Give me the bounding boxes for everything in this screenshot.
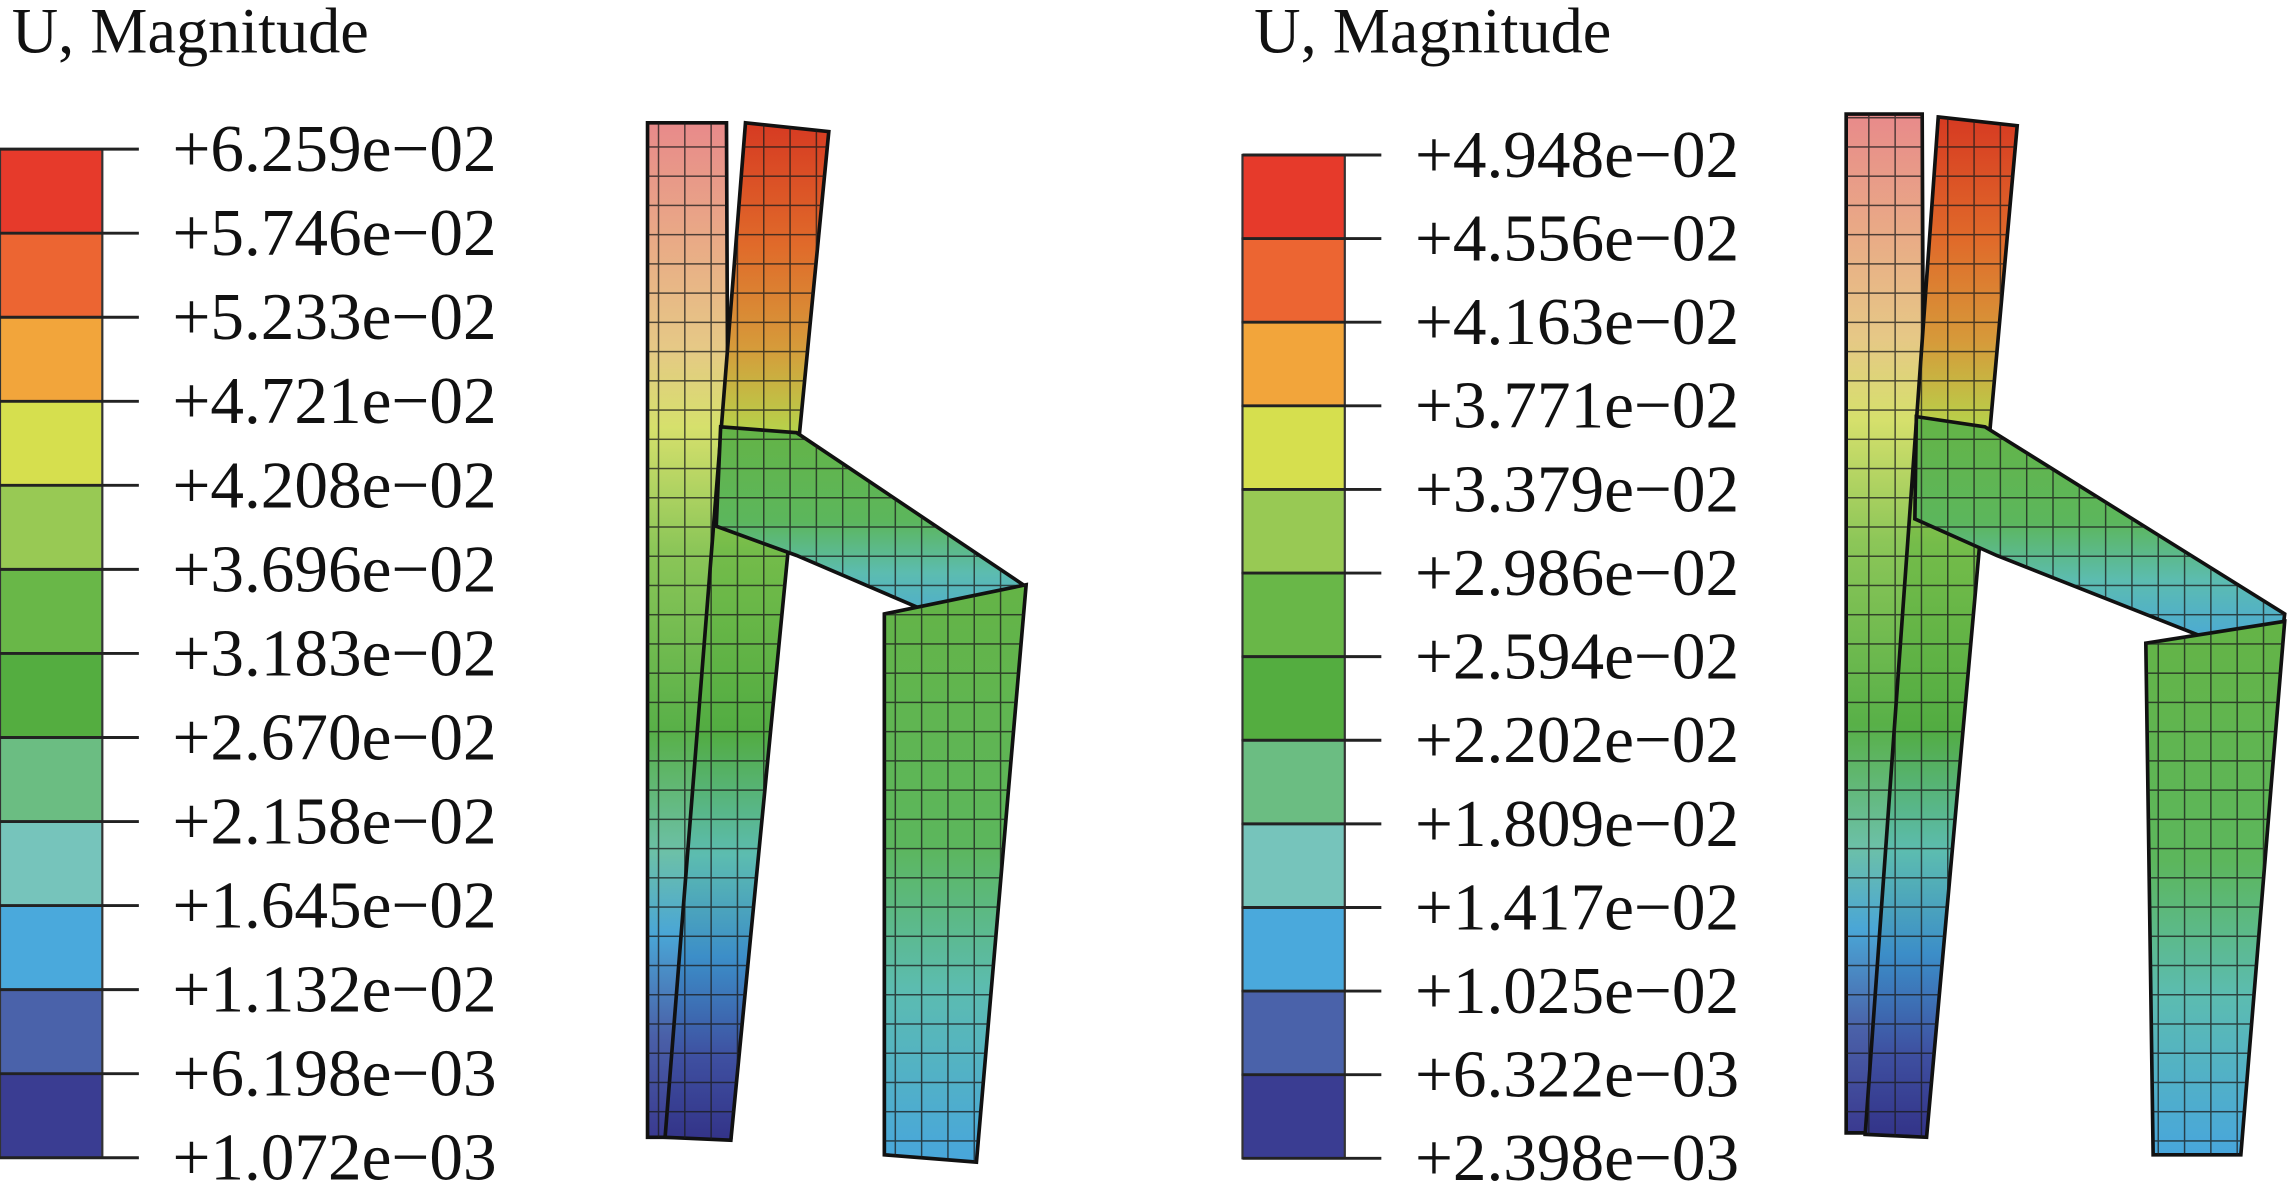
legend-band bbox=[1241, 1073, 1346, 1160]
legend-label: +5.233e−02 bbox=[172, 279, 496, 354]
legend-band bbox=[0, 736, 104, 823]
legend-band bbox=[0, 232, 104, 319]
legend-band bbox=[0, 820, 104, 907]
legend-label: +2.594e−02 bbox=[1415, 619, 1739, 694]
legend-label: +2.202e−02 bbox=[1415, 702, 1739, 777]
legend-band bbox=[1241, 571, 1346, 658]
legend-label: +2.158e−02 bbox=[172, 783, 496, 858]
legend-band bbox=[1241, 655, 1346, 742]
legend-label: +2.398e−03 bbox=[1415, 1120, 1739, 1187]
legend-band bbox=[1241, 906, 1346, 993]
legend-band bbox=[1241, 321, 1346, 407]
legend-band bbox=[0, 652, 104, 739]
legend-band bbox=[0, 484, 104, 571]
legend-label: +3.696e−02 bbox=[172, 531, 496, 606]
legend-band bbox=[1241, 989, 1346, 1076]
legend-label: +6.259e−02 bbox=[172, 111, 496, 186]
legend-label: +2.986e−02 bbox=[1415, 535, 1739, 610]
legend-label: +1.809e−02 bbox=[1415, 786, 1739, 861]
legend-label: +1.645e−02 bbox=[172, 868, 496, 943]
legend-band bbox=[1241, 739, 1346, 825]
legend-label: +4.163e−02 bbox=[1415, 284, 1739, 359]
legend-label: +1.417e−02 bbox=[1415, 869, 1739, 944]
legend-title: U, Magnitude bbox=[12, 0, 369, 67]
mesh-lines bbox=[2145, 621, 2285, 1155]
legend-band bbox=[1241, 822, 1346, 909]
mesh-lines bbox=[1914, 416, 2285, 651]
legend-label: +4.208e−02 bbox=[172, 447, 496, 522]
legend-label: +1.132e−02 bbox=[172, 952, 496, 1027]
mesh-lines bbox=[1865, 116, 2018, 1138]
legend-band bbox=[1241, 237, 1346, 324]
legend-label: +5.746e−02 bbox=[172, 195, 496, 270]
legend-title: U, Magnitude bbox=[1254, 0, 1611, 67]
legend-label: +3.771e−02 bbox=[1415, 368, 1739, 443]
mesh-lines bbox=[665, 122, 829, 1141]
legend-label: +3.379e−02 bbox=[1415, 451, 1739, 526]
legend-label: +4.721e−02 bbox=[172, 363, 496, 438]
legend-band bbox=[0, 400, 104, 487]
legend-label: +2.670e−02 bbox=[172, 699, 496, 774]
legend-label: +6.322e−03 bbox=[1415, 1037, 1739, 1112]
legend-band bbox=[1241, 153, 1346, 240]
legend-label: +4.948e−02 bbox=[1415, 117, 1739, 192]
legend-label: +6.198e−03 bbox=[172, 1036, 496, 1111]
legend-band bbox=[0, 1072, 104, 1159]
legend-label: +4.556e−02 bbox=[1415, 201, 1739, 276]
legend-band bbox=[0, 148, 104, 235]
mesh-lines bbox=[884, 584, 1027, 1163]
legend-band bbox=[1241, 488, 1346, 575]
legend-band bbox=[0, 988, 104, 1075]
legend-label: +3.183e−02 bbox=[172, 615, 496, 690]
legend-band bbox=[0, 904, 104, 991]
legend-label: +1.072e−03 bbox=[172, 1120, 496, 1187]
legend-band bbox=[0, 316, 104, 403]
legend-band bbox=[0, 568, 104, 655]
legend-band bbox=[1241, 404, 1346, 491]
legend-label: +1.025e−02 bbox=[1415, 953, 1739, 1028]
mesh-lines bbox=[716, 426, 1024, 636]
